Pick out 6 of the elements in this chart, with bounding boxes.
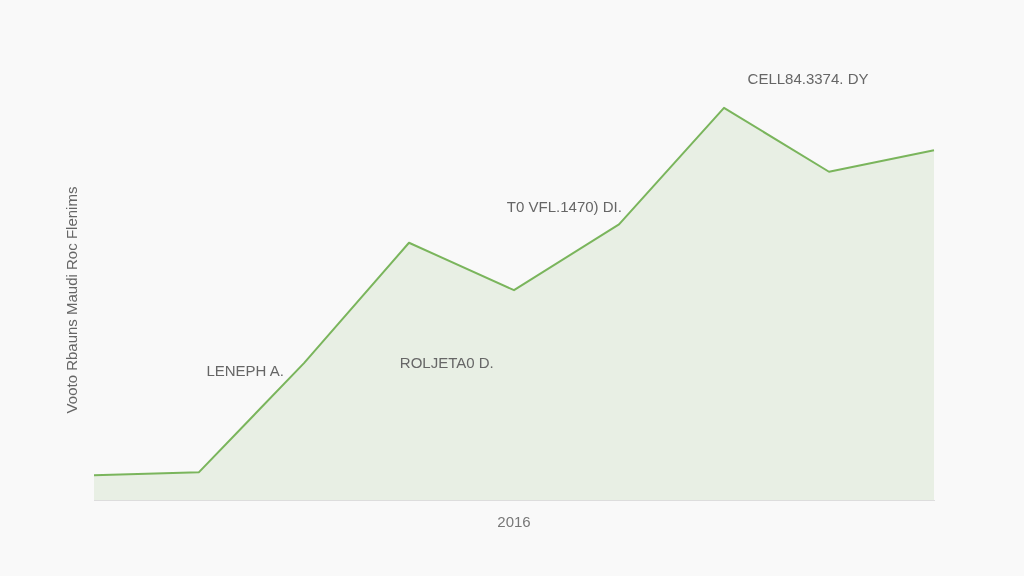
text: CELL84.3374. DY bbox=[747, 70, 869, 88]
annotation: T0 VFL.1470) DI. bbox=[506, 198, 622, 216]
annotation: LENEPH A. bbox=[206, 362, 284, 380]
annotation: ROLJETA0 D. bbox=[399, 354, 494, 372]
x-axis-title: 2016 bbox=[497, 513, 531, 531]
y-axis-title: Vooto Rbauns Maudi Roc Flenims bbox=[63, 186, 81, 414]
